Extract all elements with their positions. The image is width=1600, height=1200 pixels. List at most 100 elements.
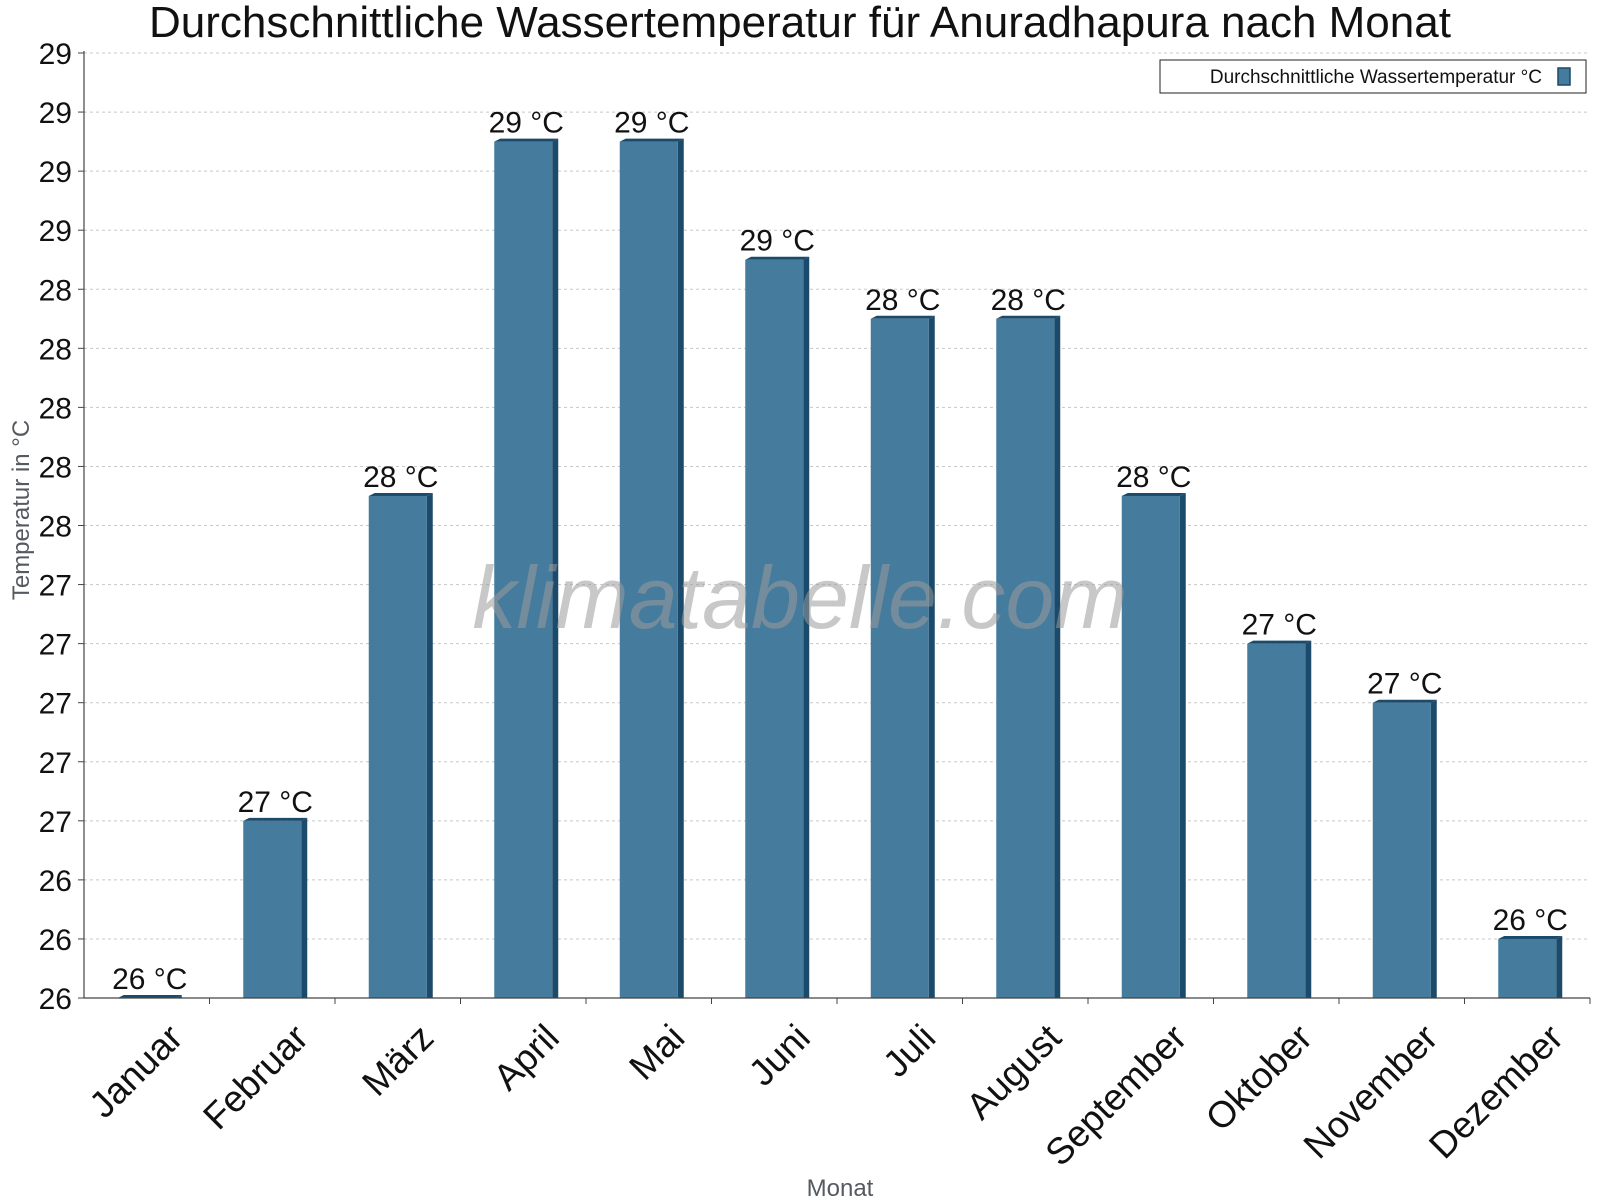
x-tick-label: April [486,1017,567,1098]
x-tick-label: Dezember [1421,1017,1571,1167]
chart-title: Durchschnittliche Wassertemperatur für A… [149,0,1451,47]
x-tick-label: Juni [741,1017,818,1094]
bar-3 [368,492,433,998]
bar-side [677,138,684,998]
bar-front [1372,702,1431,998]
watermark: klimatabelle.com [472,548,1127,647]
x-tick-label: Februar [195,1017,316,1138]
x-tick-label: März [354,1017,441,1104]
data-label: 27 °C [238,786,313,819]
bar-top [243,817,308,821]
x-axis-title: Monat [807,1175,874,1200]
x-axis-ticks: Januar Februar März April Mai Juni Juli AugustS… [81,1016,1570,1173]
x-tick-label: August [958,1016,1069,1127]
y-tick-label: 26 [39,983,72,1016]
y-axis-title: Temperatur in °C [8,420,35,600]
bar-top [368,492,433,496]
bar-side [1179,492,1186,998]
data-labels: 26 °C 27 °C 28 °C 29 °C 29 °C 29 °C 28 °C 28 °C… [112,107,1568,996]
bar-11 [1372,699,1437,998]
y-tick-label: 27 [39,629,72,662]
data-label: 28 °C [991,284,1066,317]
bar-top [494,138,559,142]
data-label: 28 °C [865,284,940,317]
bar-side [552,138,559,998]
bar-1 [117,995,182,998]
x-tick-label: November [1296,1017,1446,1167]
bar-front [745,259,804,998]
legend: Durchschnittliche Wassertemperatur °C [1159,59,1587,94]
axes [78,51,1591,1004]
bar-4 [494,138,559,998]
data-label: 27 °C [1367,668,1442,701]
bar-side [1305,640,1312,998]
bar-12 [1498,935,1563,998]
y-tick-label: 29 [39,97,72,130]
y-tick-label: 28 [39,511,72,544]
bar-6 [745,256,810,998]
y-tick-label: 27 [39,747,72,780]
bar-top [619,138,684,142]
bar-front [619,141,678,998]
bar-top [870,315,935,319]
data-label: 29 °C [614,107,689,140]
bar-top [1498,935,1563,939]
y-tick-label: 26 [39,924,72,957]
bar-top [1121,492,1186,496]
y-tick-label: 28 [39,451,72,484]
bar-front [243,820,302,998]
bar-front [870,318,929,998]
bar-front [494,141,553,998]
bar-side [803,256,810,998]
bar-9 [1121,492,1186,998]
y-tick-label: 27 [39,570,72,603]
bar-side [1054,315,1061,998]
bar-front [1247,643,1306,998]
data-label: 26 °C [112,963,187,996]
y-tick-label: 29 [39,156,72,189]
bar-top [117,995,182,998]
bar-front [996,318,1055,998]
y-tick-label: 27 [39,688,72,721]
data-label: 27 °C [1242,609,1317,642]
legend-swatch [1557,67,1571,86]
y-tick-label: 26 [39,865,72,898]
bar-front [1121,495,1180,998]
bar-7 [870,315,935,998]
y-tick-label: 29 [39,38,72,71]
grid [84,52,1590,940]
bar-top [1372,699,1437,703]
y-tick-label: 28 [39,392,72,425]
bar-5 [619,138,684,998]
data-label: 26 °C [1493,904,1568,937]
legend-box [1159,59,1587,94]
bar-side [1430,699,1437,998]
x-tick-label: Mai [621,1017,692,1088]
bar-8 [996,315,1061,998]
data-label: 29 °C [489,107,564,140]
data-label: 28 °C [363,461,438,494]
bar-side [1556,935,1563,998]
bar-top [1247,640,1312,644]
legend-label: Durchschnittliche Wassertemperatur °C [1210,67,1542,88]
x-tick-label: Juli [875,1017,943,1085]
bar-side [426,492,433,998]
data-label: 28 °C [1116,461,1191,494]
y-axis-ticks: 26 26 26 27 27 27 27 27 28 28 28 28 28 29 29 29 29 [39,38,72,1016]
bar-10 [1247,640,1312,998]
bar-front [1498,938,1557,998]
bar-side [301,817,308,998]
bars [117,138,1563,998]
bar-front [368,495,427,998]
y-tick-label: 28 [39,333,72,366]
bar-top [745,256,810,260]
y-tick-label: 28 [39,274,72,307]
y-tick-label: 29 [39,215,72,248]
y-tick-label: 27 [39,806,72,839]
data-label: 29 °C [740,225,815,258]
bar-top [996,315,1061,319]
x-tick-label: Januar [81,1017,190,1126]
bar-side [928,315,935,998]
bar-2 [243,817,308,998]
